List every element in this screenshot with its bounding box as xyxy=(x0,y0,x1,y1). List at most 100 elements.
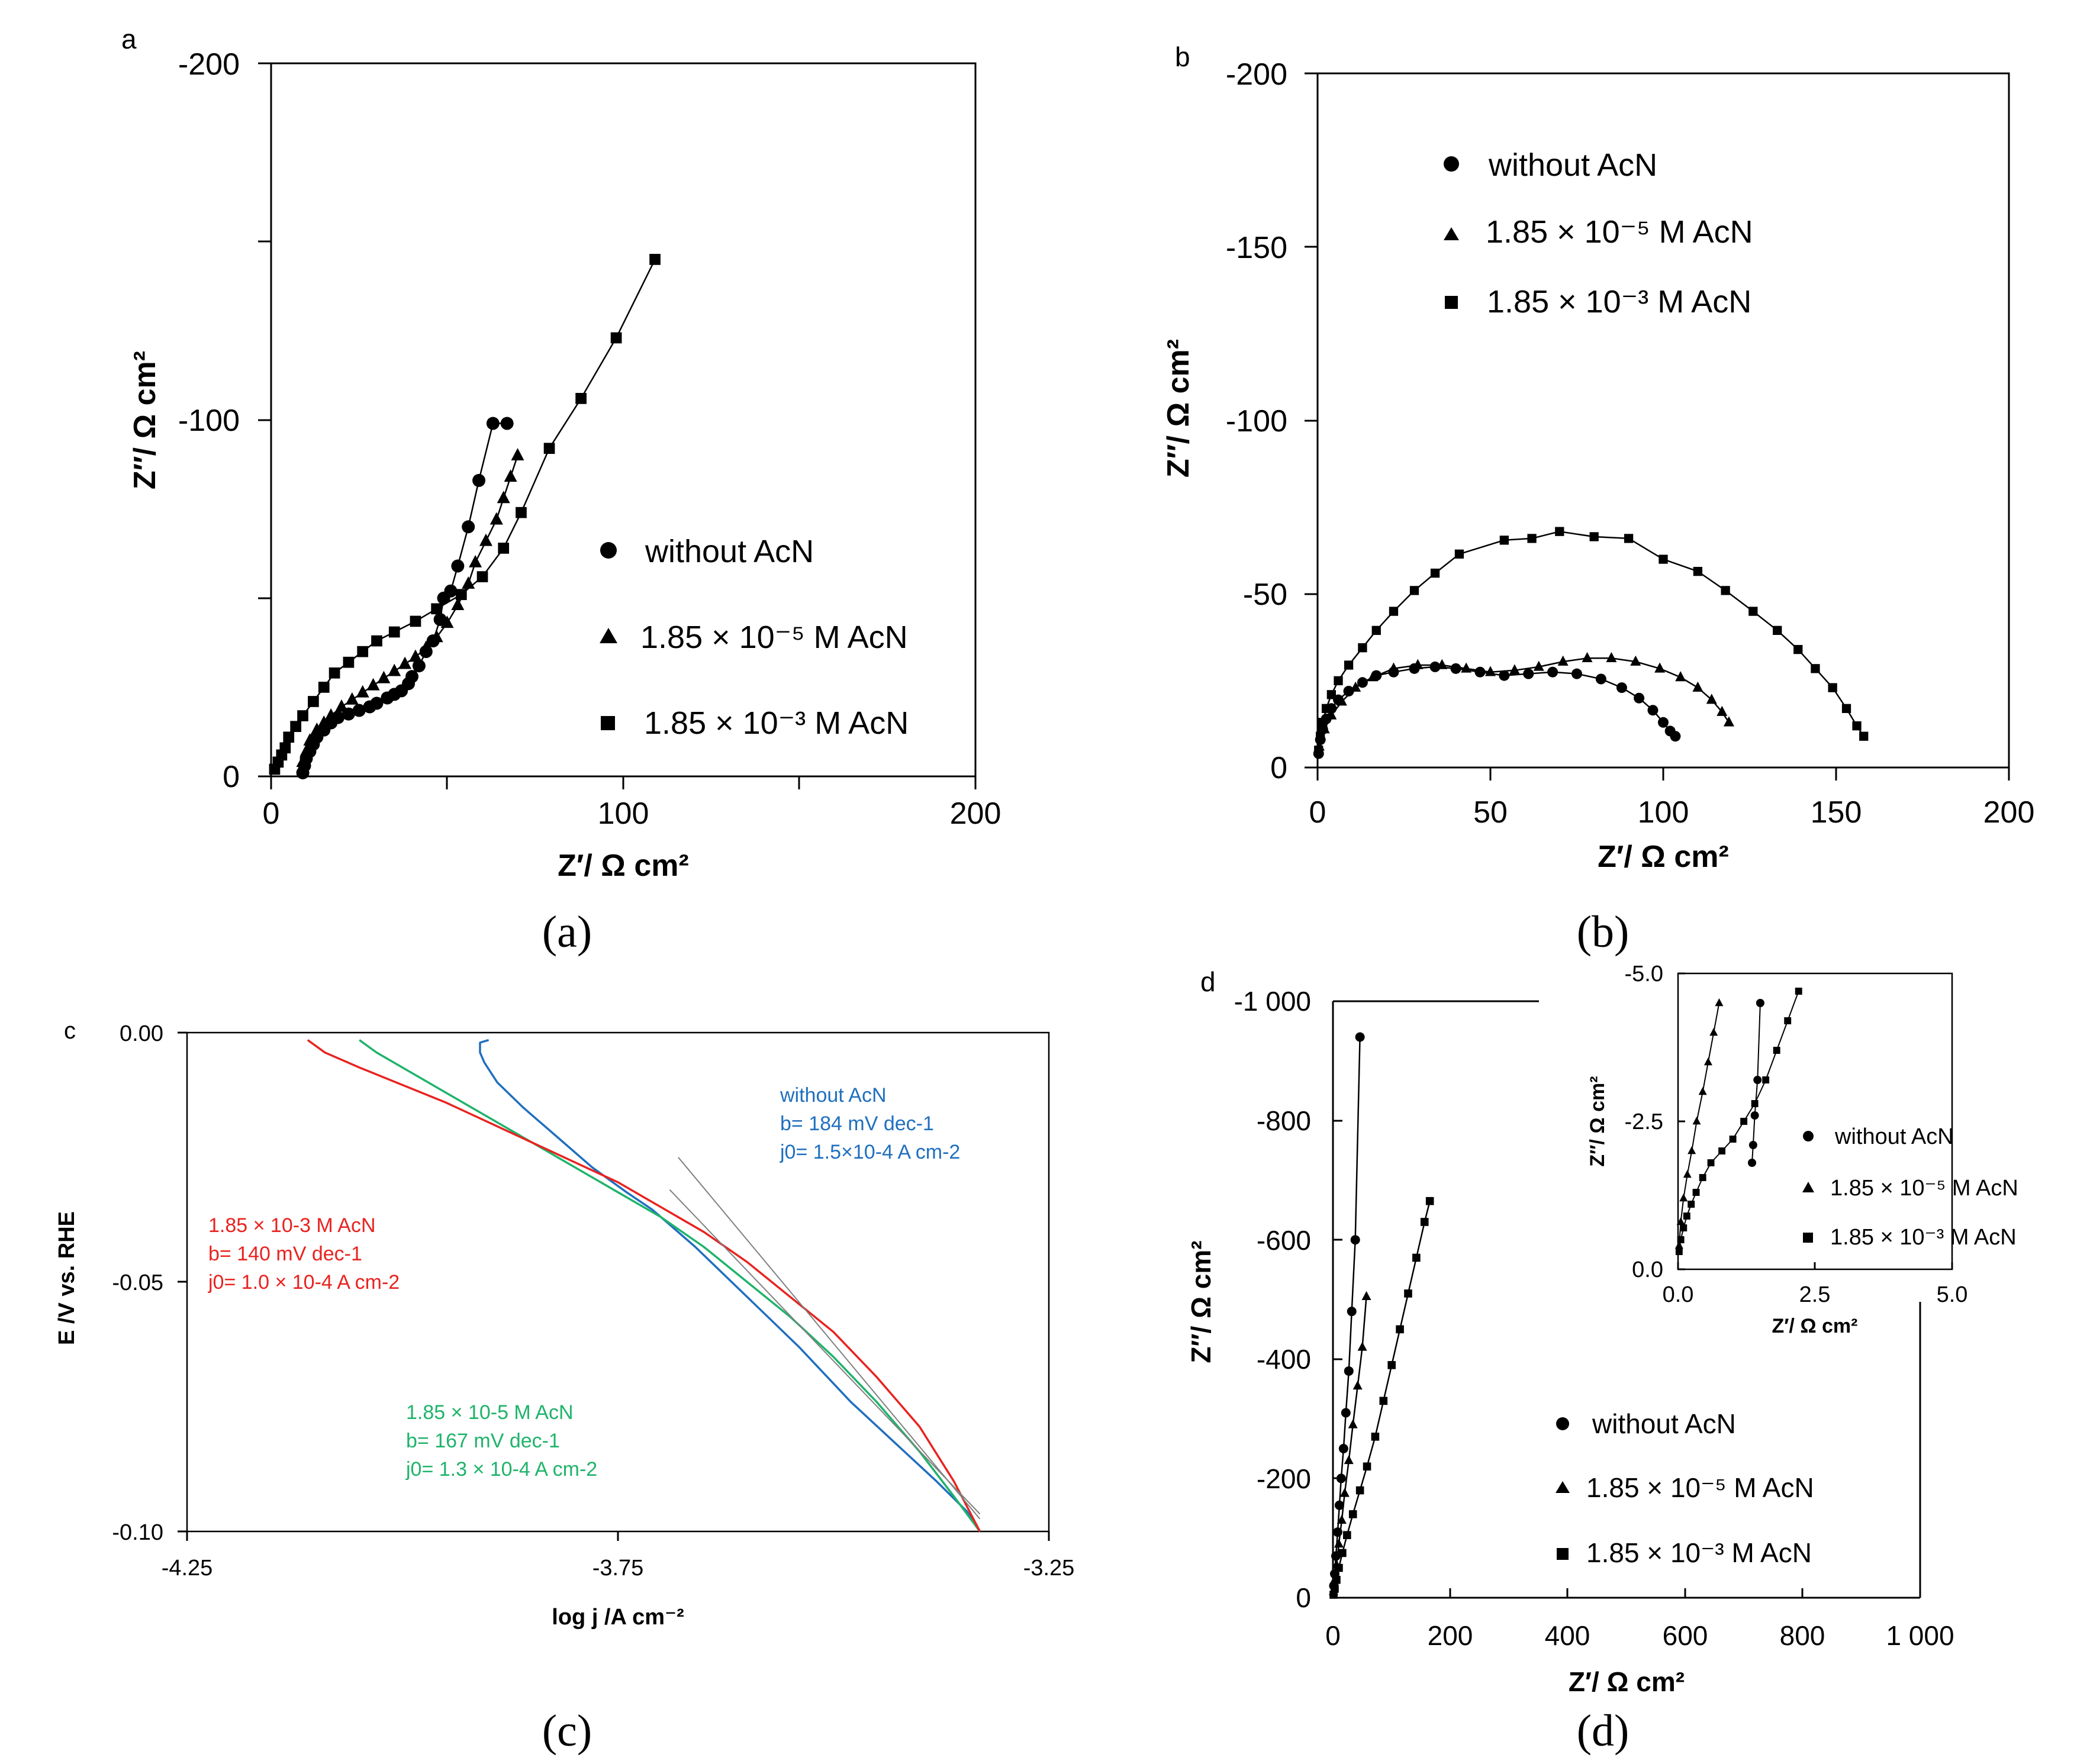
inset-series-0-point-0 xyxy=(1748,1159,1757,1167)
panel-b-series-2-point-1 xyxy=(1316,731,1325,741)
panel-d-ytick-1: -200 xyxy=(1257,1463,1311,1494)
panel-c-ytick-1: -0.05 xyxy=(112,1270,163,1295)
panel-b-series-0-point-20 xyxy=(1634,692,1645,704)
inset-series-1-point-3 xyxy=(1683,1169,1692,1178)
panel-a-series-1-point-23 xyxy=(504,469,517,482)
inset-series-0-point-2 xyxy=(1750,1111,1759,1120)
panel-a-series-0-point-17 xyxy=(405,670,418,683)
panel-b-series-2-point-12 xyxy=(1454,549,1464,559)
panel-b-series-1-point-14 xyxy=(1582,652,1593,663)
panel-b-series-1-point-16 xyxy=(1630,655,1641,666)
panel-b-series-1-point-11 xyxy=(1509,664,1520,675)
panel-d-series-1-point-5 xyxy=(1339,1488,1350,1497)
panel-a-legend-marker-1 xyxy=(600,628,617,643)
panel-a-series-1-point-6 xyxy=(335,699,348,712)
panel-b-series-2-point-8 xyxy=(1371,625,1381,635)
panel-b-legend-label-0: without AcN xyxy=(1488,147,1657,183)
panel-a-series-2-point-14 xyxy=(410,615,421,627)
panel-a-xtick-2: 200 xyxy=(950,796,1001,831)
panel-d: d 0 200 400 600 800 1 000 0 -200 -400 -6… xyxy=(1186,959,2081,1697)
panel-c-ytick-0: 0.00 xyxy=(120,1021,163,1046)
panel-b-series-1-point-21 xyxy=(1717,705,1728,716)
panel-b-series-2-point-24 xyxy=(1811,664,1820,673)
panel-b-series-0-point-18 xyxy=(1595,673,1606,685)
panel-a-series-1-point-18 xyxy=(462,576,475,589)
panel-d-inset: 0.0 2.5 5.0 0.0 -2.5 -5.0 Z′/ Ω cm² Z″/ … xyxy=(1548,959,2081,1337)
panel-d-legend-label-0: without AcN xyxy=(1592,1408,1736,1439)
panel-d-series-1-point-4 xyxy=(1337,1514,1347,1524)
panel-b-series-2-point-9 xyxy=(1389,607,1399,616)
panel-b-series-1-point-13 xyxy=(1557,655,1569,666)
panel-b-series-0-point-15 xyxy=(1523,668,1534,679)
panel-a-series-0-point-18 xyxy=(412,659,426,673)
panel-d-series-1-point-9 xyxy=(1357,1341,1367,1351)
panel-b-series-2-point-20 xyxy=(1721,586,1730,595)
panel-c-ann-1-line-1: b= 140 mV dec-1 xyxy=(208,1243,362,1265)
panel-a-series-2-point-18 xyxy=(498,543,510,554)
inset-legend-marker-1 xyxy=(1802,1182,1814,1192)
panel-b-series-0-point-13 xyxy=(1474,666,1486,678)
panel-a-legend-label-1: 1.85 × 10⁻⁵ M AcN xyxy=(640,620,908,655)
inset-series-2-point-9 xyxy=(1729,1136,1737,1143)
caption-c: (c) xyxy=(542,1706,592,1756)
panel-a-series-2-point-12 xyxy=(371,635,382,647)
inset-series-1-point-1 xyxy=(1676,1217,1685,1226)
panel-c-fit-line-1 xyxy=(678,1157,981,1520)
panel-b-series-0-point-17 xyxy=(1571,668,1582,679)
inset-series-2-point-15 xyxy=(1795,988,1802,995)
panel-b-series-2-point-23 xyxy=(1793,644,1803,654)
panel-a-series-2-point-17 xyxy=(476,571,488,582)
panel-a-series-1-point-13 xyxy=(408,649,422,662)
panel-a-series-0-point-12 xyxy=(370,696,384,710)
panel-b-series-1-point-22 xyxy=(1723,716,1734,727)
panel-b-series-2-point-14 xyxy=(1527,534,1537,543)
panel-a-series-1-point-24 xyxy=(511,448,524,460)
panel-a-xtick-0: 0 xyxy=(263,796,280,831)
panel-d-ylabel: Z″/ Ω cm² xyxy=(1186,1240,1216,1363)
panel-d-ytick-3: -600 xyxy=(1257,1225,1311,1256)
panel-b-series-0-point-6 xyxy=(1343,685,1354,696)
panel-d-series-2-point-16 xyxy=(1425,1197,1434,1205)
panel-a-series-1-point-10 xyxy=(377,670,391,683)
panel-c-annotation-without: without AcN b= 184 mV dec-1 j0= 1.5×10-4… xyxy=(780,1084,960,1163)
panel-a-series-2-point-8 xyxy=(318,682,330,693)
panel-d-series-0-point-7 xyxy=(1341,1408,1351,1418)
panel-a-series-2-point-19 xyxy=(516,507,527,518)
panel-c-xtick-2: -3.25 xyxy=(1023,1556,1075,1581)
inset-series-0-point-1 xyxy=(1748,1141,1757,1149)
panel-d-legend-marker-0 xyxy=(1556,1417,1569,1430)
panel-a-ytick-0: 0 xyxy=(223,760,240,794)
panel-c-ann-1-line-2: j0= 1.0 × 10-4 A cm-2 xyxy=(208,1271,400,1294)
panel-b-xlabel: Z′/ Ω cm² xyxy=(1598,840,1729,874)
panel-b-series-2-point-2 xyxy=(1318,718,1328,727)
panel-d-xlabel: Z′/ Ω cm² xyxy=(1569,1666,1685,1697)
panel-c-series-1-line xyxy=(359,1039,981,1533)
panel-d-series-0-point-6 xyxy=(1338,1444,1348,1453)
panel-b-series-1-point-9 xyxy=(1461,662,1472,673)
panel-a-series-1-point-20 xyxy=(479,533,492,546)
panel-c-ann-2-line-2: j0= 1.3 × 10-4 A cm-2 xyxy=(405,1458,597,1481)
panel-b-legend-marker-1 xyxy=(1444,227,1459,240)
inset-series-2-point-7 xyxy=(1707,1159,1715,1166)
inset-xtick-2: 5.0 xyxy=(1937,1282,1968,1307)
panel-b-series-1-point-5 xyxy=(1367,671,1379,682)
panel-a-letter: a xyxy=(121,24,137,54)
inset-legend: without AcN 1.85 × 10⁻⁵ M AcN 1.85 × 10⁻… xyxy=(1802,1124,2018,1250)
panel-a-series-0-point-26 xyxy=(472,473,486,487)
panel-a-series-1-point-15 xyxy=(430,630,443,643)
inset-legend-label-2: 1.85 × 10⁻³ M AcN xyxy=(1830,1225,2017,1250)
panel-b-xtick-0: 0 xyxy=(1309,795,1326,830)
panel-b-series-1-point-18 xyxy=(1675,671,1686,682)
panel-d-series-1-point-8 xyxy=(1352,1380,1363,1390)
panel-a: a 0 100 200 0 -100 -200 Z′/ Ω cm² Z″/ Ω … xyxy=(121,24,1001,883)
panel-a-legend-label-2: 1.85 × 10⁻³ M AcN xyxy=(644,705,909,741)
panel-c-ann-0-line-1: b= 184 mV dec-1 xyxy=(780,1112,934,1135)
panel-d-ytick-4: -800 xyxy=(1257,1105,1311,1136)
panel-d-legend-marker-1 xyxy=(1556,1481,1570,1493)
inset-series-2-point-13 xyxy=(1773,1047,1780,1054)
panel-b-series-0-point-11 xyxy=(1429,661,1441,672)
panel-b-series-1-point-7 xyxy=(1412,659,1424,669)
panel-d-series-1-point-6 xyxy=(1344,1455,1354,1465)
inset-series-2-point-12 xyxy=(1762,1076,1770,1083)
inset-series-1-point-5 xyxy=(1692,1116,1701,1125)
